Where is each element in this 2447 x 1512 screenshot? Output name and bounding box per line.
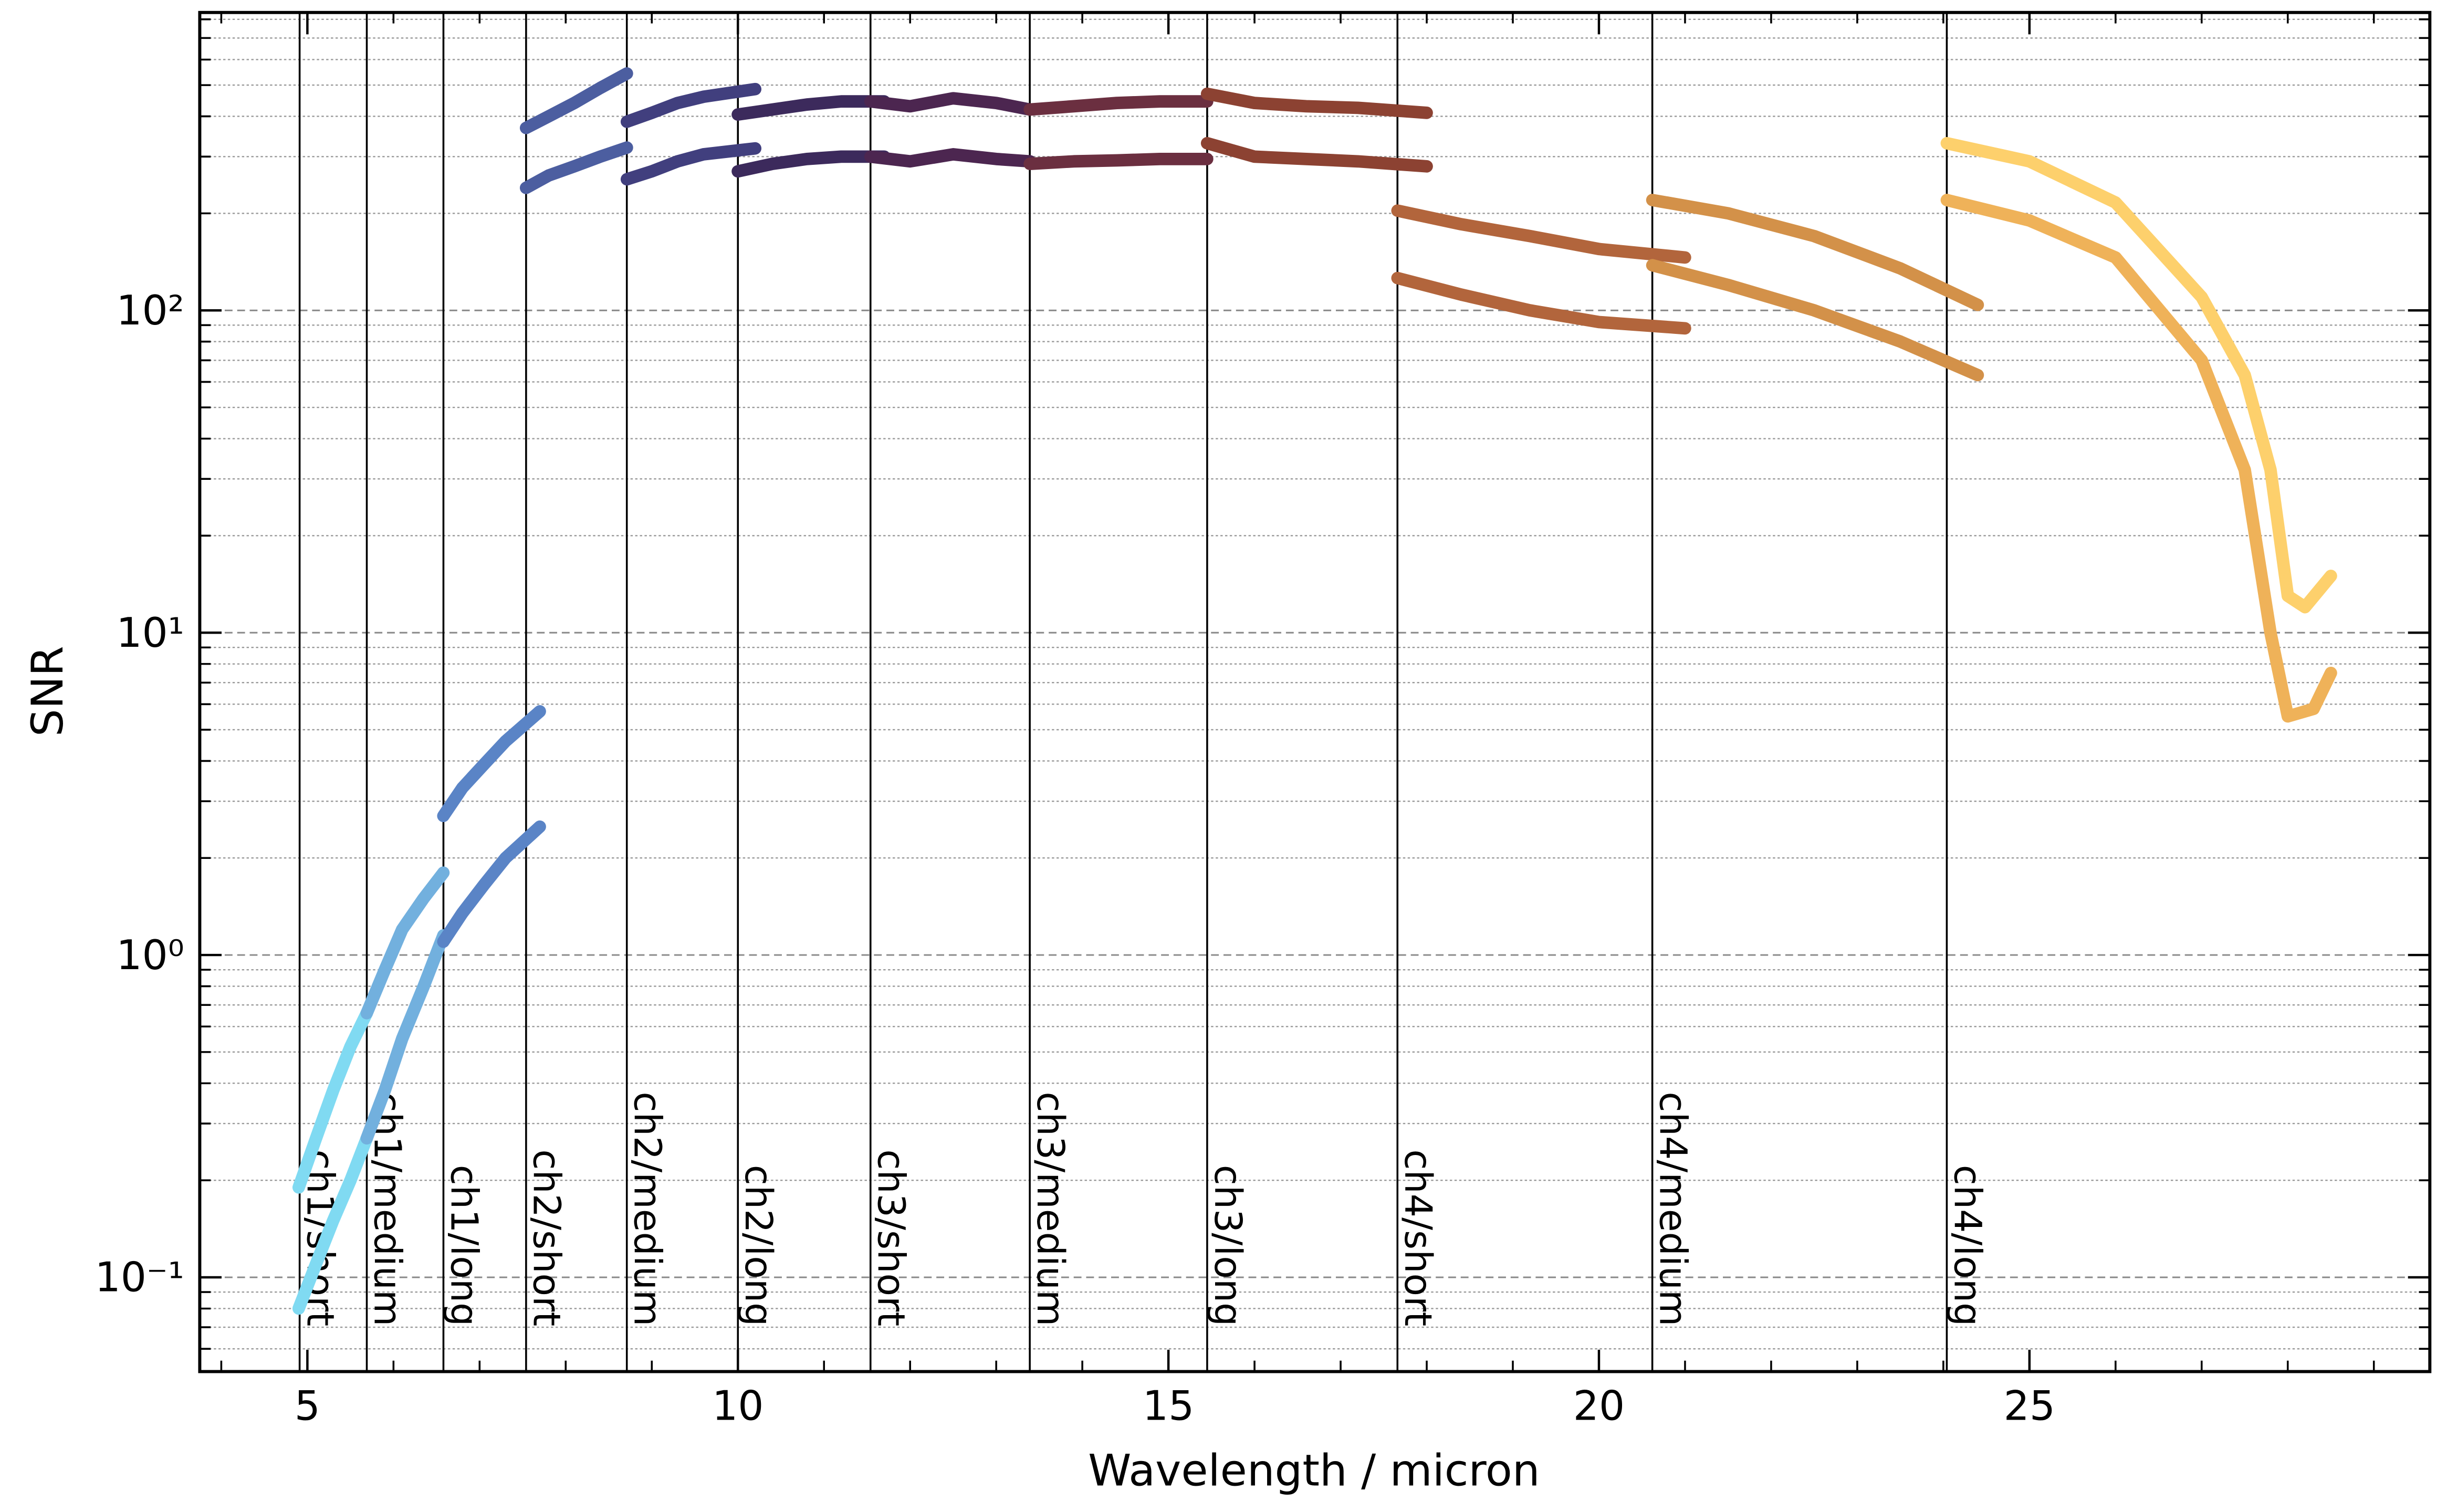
data-trace [1646, 259, 1984, 382]
band-label: ch2/medium [626, 1091, 670, 1326]
y-tick-label: 10⁻¹ [95, 1254, 184, 1301]
band-label: ch1/long [442, 1165, 486, 1327]
data-trace [620, 82, 762, 128]
data-trace [437, 705, 546, 823]
data-trace [1940, 194, 2337, 723]
data-trace [292, 1006, 373, 1194]
data-trace [620, 142, 762, 186]
band-label: ch4/medium [1651, 1091, 1695, 1326]
data-trace [519, 67, 633, 134]
x-tick-label: 25 [2004, 1383, 2055, 1430]
band-label: ch3/short [870, 1149, 913, 1326]
data-trace [1646, 194, 1984, 311]
data-trace [437, 820, 546, 948]
x-tick-label: 5 [295, 1383, 320, 1430]
data-trace [1200, 87, 1433, 119]
band-label: ch2/long [737, 1165, 780, 1327]
band-label: ch2/short [525, 1149, 569, 1326]
data-trace [1023, 95, 1214, 116]
data-trace [1391, 271, 1691, 335]
band-label: ch3/long [1206, 1165, 1250, 1327]
data-trace [1023, 152, 1214, 170]
data-trace [519, 141, 633, 194]
x-tick-label: 15 [1143, 1383, 1194, 1430]
x-tick-label: 20 [1573, 1383, 1625, 1430]
x-axis-label: Wavelength / micron [1088, 1445, 1540, 1496]
data-trace [292, 1132, 373, 1315]
data-trace [864, 148, 1037, 168]
band-label: ch4/long [1946, 1165, 1989, 1327]
y-tick-label: 10¹ [116, 610, 184, 657]
band-label: ch3/medium [1029, 1091, 1072, 1326]
data-trace [731, 95, 891, 121]
data-trace [1200, 136, 1433, 173]
data-trace [360, 866, 450, 1020]
band-label: ch4/short [1396, 1149, 1440, 1326]
plot-frame [198, 10, 2432, 1373]
data-trace [731, 150, 891, 178]
x-tick-label: 10 [712, 1383, 764, 1430]
y-tick-label: 10⁰ [116, 932, 184, 979]
data-trace [1940, 136, 2337, 614]
y-tick-label: 10² [116, 287, 184, 334]
data-trace [360, 929, 450, 1145]
data-trace [864, 92, 1037, 116]
data-trace [1391, 204, 1691, 264]
y-axis-label: SNR [22, 646, 73, 737]
